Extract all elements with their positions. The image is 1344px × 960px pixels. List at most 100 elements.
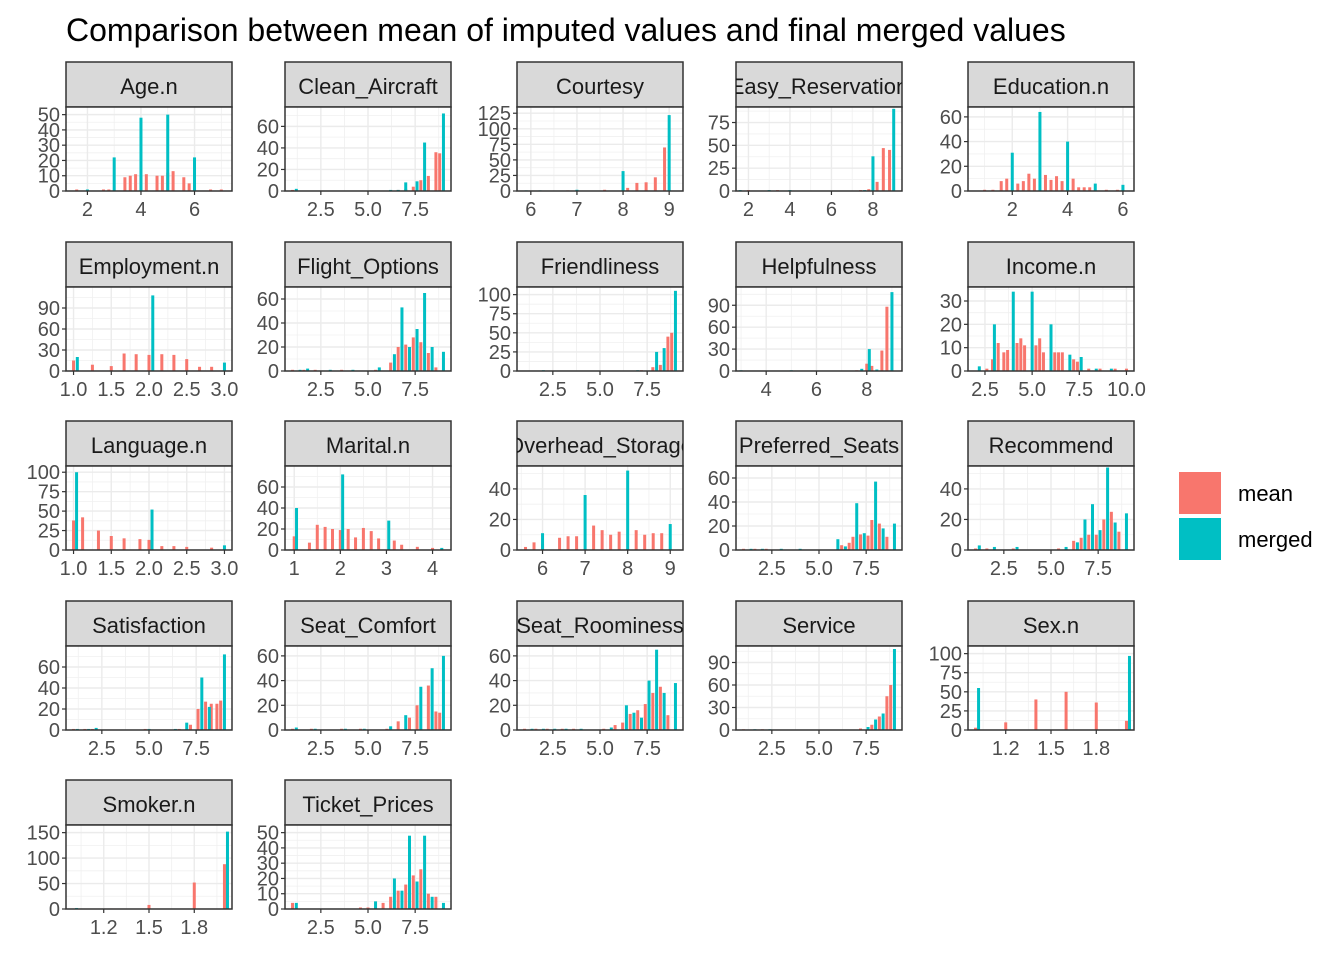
bar-mean: [101, 189, 105, 191]
panel-border: [516, 106, 684, 192]
bar-mean: [1060, 352, 1064, 371]
y-tick-label: 20: [38, 150, 60, 172]
x-tick-label: 7.5: [852, 738, 880, 760]
y-tick-label: 50: [38, 105, 60, 127]
bar-mean: [592, 525, 596, 550]
facet-strip-label: Education.n: [993, 74, 1109, 99]
y-tick-label: 30: [257, 853, 279, 875]
bar-merged: [1064, 546, 1068, 550]
facet-strip-label: Overhead_Storage: [507, 433, 693, 458]
bar-merged: [341, 474, 345, 550]
y-tick-label: 90: [708, 653, 730, 675]
bar-mean: [155, 175, 159, 191]
facet-strip: [735, 420, 903, 467]
bar-mean: [666, 336, 670, 371]
bar-mean: [219, 700, 223, 730]
bars: [72, 654, 226, 730]
x-tick-label: 1.5: [97, 558, 125, 580]
bar-mean: [1075, 361, 1079, 371]
x-tick-label: 5.0: [354, 738, 382, 760]
facet-strip-label: Service: [782, 613, 855, 638]
bar-merged: [166, 114, 170, 191]
x-tick-label: 2: [82, 199, 93, 221]
bar-mean: [1082, 187, 1086, 191]
gridlines: [66, 825, 232, 909]
bar-mean: [396, 347, 400, 371]
facet-panel-recommend: Recommend 0 20 40 2.5 5.0 7.5: [940, 420, 1135, 580]
bar-mean: [1098, 368, 1102, 371]
facet-strip: [967, 241, 1135, 288]
y-tick-label: 20: [708, 516, 730, 538]
bar-mean: [1087, 368, 1091, 371]
x-tick-label: 8: [622, 558, 633, 580]
bar-mean: [160, 175, 164, 191]
y-tick-label: 90: [708, 295, 730, 317]
bar-merged: [392, 354, 396, 371]
bars: [977, 291, 1128, 371]
bar-mean: [1011, 548, 1015, 550]
x-tick-label: 5.0: [354, 379, 382, 401]
bar-mean: [1109, 511, 1113, 550]
bars: [974, 467, 1128, 550]
bar-merged: [621, 171, 625, 191]
bar-mean: [315, 524, 319, 550]
gridlines: [285, 466, 451, 550]
bar-merged: [1109, 368, 1113, 371]
bars: [523, 649, 677, 730]
x-tick-label: 1.5: [135, 917, 163, 939]
y-tick-label: 25: [708, 158, 730, 180]
y-tick-label: 0: [719, 361, 730, 383]
facet-panel-overhead-storage: Overhead_Storage 0 20 40 6 7 8 9: [489, 420, 693, 580]
bar-merged: [1093, 183, 1097, 191]
x-tick-label: 2.5: [173, 379, 201, 401]
x-tick-label: 6: [525, 199, 536, 221]
bar-mean: [875, 181, 879, 191]
x-tick-label: 1.8: [180, 917, 208, 939]
bar-merged: [222, 545, 226, 550]
x-tick-label: 7.5: [1084, 558, 1112, 580]
facet-strip-label: Courtesy: [556, 74, 644, 99]
bar-mean: [171, 171, 175, 191]
bar-mean: [210, 547, 214, 550]
bar-merged: [871, 156, 875, 191]
x-tick-label: 2.5: [173, 558, 201, 580]
bar-mean: [621, 722, 625, 730]
bars: [75, 114, 223, 191]
bar-merged: [294, 727, 298, 730]
panel-border: [735, 106, 903, 192]
y-tick-label: 20: [940, 314, 962, 336]
bar-mean: [877, 716, 881, 730]
x-tick-label: 7.5: [1065, 379, 1093, 401]
bar-mean: [643, 534, 647, 550]
x-tick-label: 5.0: [354, 917, 382, 939]
bar-merged: [415, 881, 419, 909]
bar-mean: [880, 350, 884, 371]
x-tick-label: 1.8: [1082, 738, 1110, 760]
bar-mean: [354, 537, 358, 550]
bar-mean: [859, 534, 862, 550]
bar-merged: [881, 528, 885, 550]
x-tick-label: 6: [826, 199, 837, 221]
bar-mean: [323, 526, 327, 550]
bar-mean: [660, 533, 664, 550]
bar-mean: [1038, 338, 1042, 371]
facet-strip: [65, 241, 233, 288]
bar-mean: [613, 725, 617, 730]
bar-mean: [1094, 702, 1098, 730]
bar-mean: [392, 540, 396, 550]
facet-strip-label: Income.n: [1006, 254, 1097, 279]
bar-mean: [209, 189, 213, 191]
x-tick-label: 2.5: [307, 199, 335, 221]
y-tick-label: 150: [27, 823, 60, 845]
x-tick-label: 7: [580, 558, 591, 580]
y-tick-label: 60: [257, 646, 279, 668]
bar-mean: [634, 530, 638, 550]
y-tick-label: 0: [951, 720, 962, 742]
bar-mean: [1034, 699, 1038, 730]
bar-merged: [1124, 513, 1128, 550]
x-tick-label: 2.5: [758, 738, 786, 760]
bar-merged: [404, 182, 408, 191]
